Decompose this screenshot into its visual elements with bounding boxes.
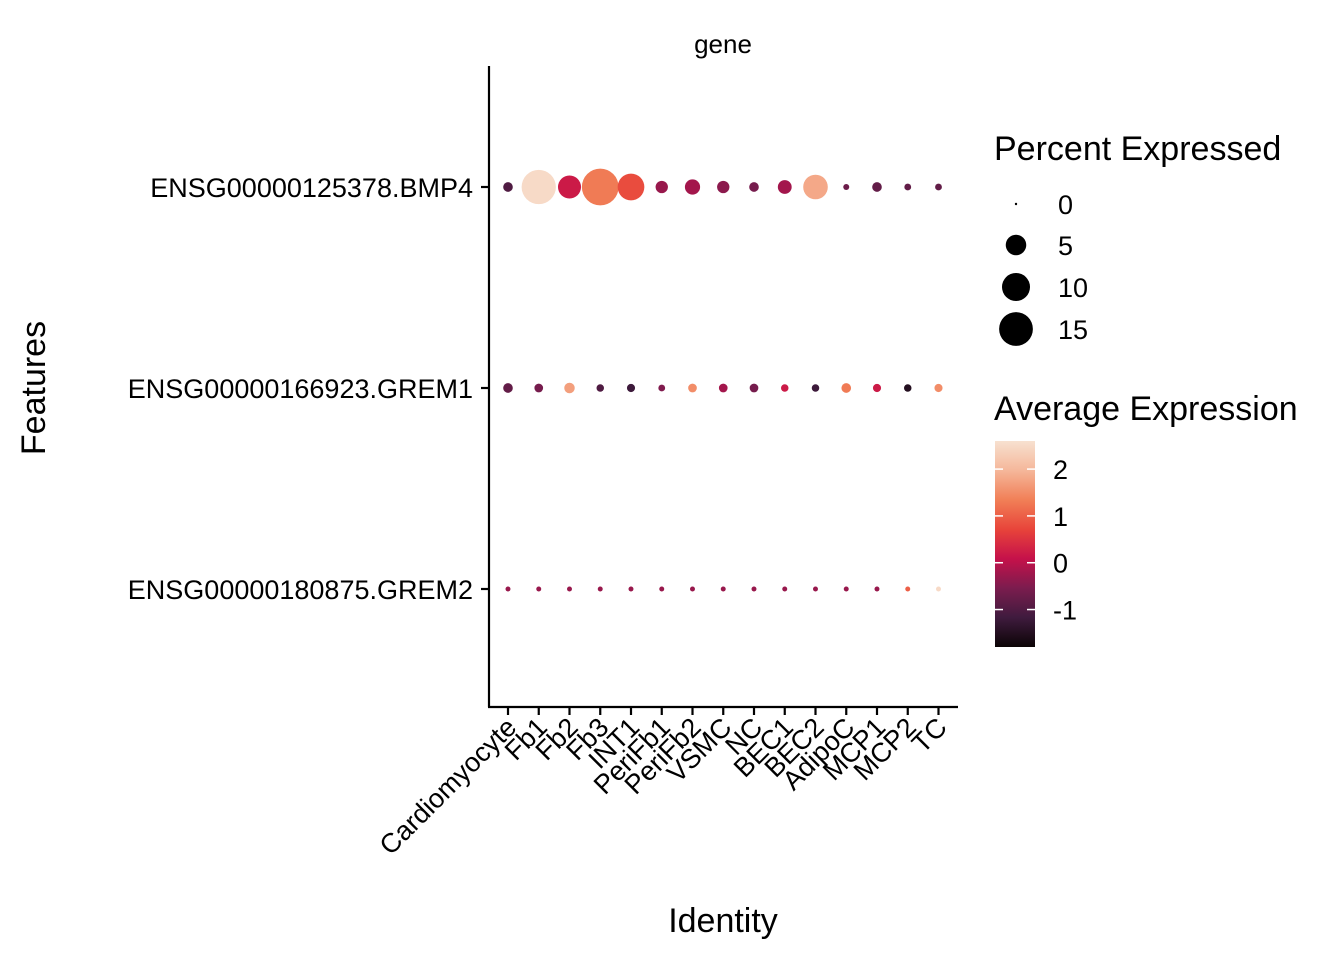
dot (936, 586, 941, 592)
dot (749, 383, 759, 393)
dot (841, 383, 852, 393)
color-legend-label: 2 (1053, 455, 1068, 485)
color-legend-label: 0 (1053, 549, 1068, 579)
dot (751, 586, 757, 592)
size-legend: Percent Expressed 0 5 10 15 (994, 130, 1281, 346)
size-legend-label: 5 (1058, 231, 1073, 261)
dot (780, 384, 789, 392)
dot (717, 180, 730, 194)
dot (811, 384, 820, 392)
dot (581, 168, 619, 206)
dot (626, 383, 636, 393)
color-legend-label: 1 (1053, 502, 1068, 532)
dot (904, 183, 912, 191)
dot (843, 183, 850, 191)
y-tick-label: ENSG00000180875.GREM2 (128, 575, 473, 605)
dot (521, 169, 556, 205)
y-tick-label: ENSG00000125378.BMP4 (150, 173, 473, 203)
dot (597, 586, 603, 592)
size-legend-label: 0 (1058, 190, 1073, 220)
size-legend-label: 10 (1058, 273, 1088, 303)
dot (905, 586, 911, 592)
dot (874, 586, 880, 592)
dot-group (503, 168, 943, 592)
x-tick-label: TC (906, 712, 953, 759)
size-legend-key (1001, 272, 1031, 302)
dot (534, 383, 544, 393)
size-legend-label: 15 (1058, 315, 1088, 345)
dot (749, 182, 759, 192)
x-tick-label: Cardiomyocyte (374, 712, 523, 861)
dot (628, 586, 634, 592)
dot (777, 180, 792, 194)
dot (843, 586, 849, 592)
y-tick-label: ENSG00000166923.GREM1 (128, 374, 473, 404)
dot (617, 173, 645, 201)
dot (505, 586, 511, 592)
size-legend-key (1014, 202, 1018, 206)
facet-label: gene (694, 29, 752, 59)
dot (536, 586, 542, 592)
dot (803, 174, 828, 200)
dot (813, 586, 818, 592)
dot (934, 383, 943, 393)
dot (872, 383, 882, 393)
dot (684, 179, 701, 195)
dot (658, 384, 666, 392)
x-axis-title: Identity (668, 902, 778, 940)
color-legend-label: -1 (1053, 596, 1077, 626)
dot (872, 182, 882, 192)
dot (688, 383, 697, 393)
dot (655, 180, 668, 194)
dot (596, 384, 605, 392)
color-bar (995, 441, 1035, 647)
size-legend-key (999, 312, 1033, 346)
dot (564, 382, 575, 394)
dot (903, 384, 912, 392)
dot (567, 586, 572, 592)
color-legend: Average Expression 2 1 0 -1 (994, 390, 1298, 647)
dot (659, 586, 665, 592)
y-tick-group: ENSG00000125378.BMP4 ENSG00000166923.GREM… (128, 173, 489, 605)
dot (782, 586, 788, 592)
size-legend-key (1005, 234, 1027, 256)
y-axis-title: Features (15, 321, 53, 455)
dot (557, 175, 582, 199)
x-tick-group: CardiomyocyteFb1Fb2Fb3INT1PeriFb1PeriFb2… (374, 707, 953, 861)
color-legend-title: Average Expression (994, 390, 1298, 428)
size-legend-title: Percent Expressed (994, 130, 1281, 168)
dot (690, 586, 695, 592)
dot (718, 383, 728, 393)
dot (503, 182, 513, 192)
dot (503, 383, 513, 393)
dot (720, 586, 726, 592)
dot (935, 183, 942, 191)
